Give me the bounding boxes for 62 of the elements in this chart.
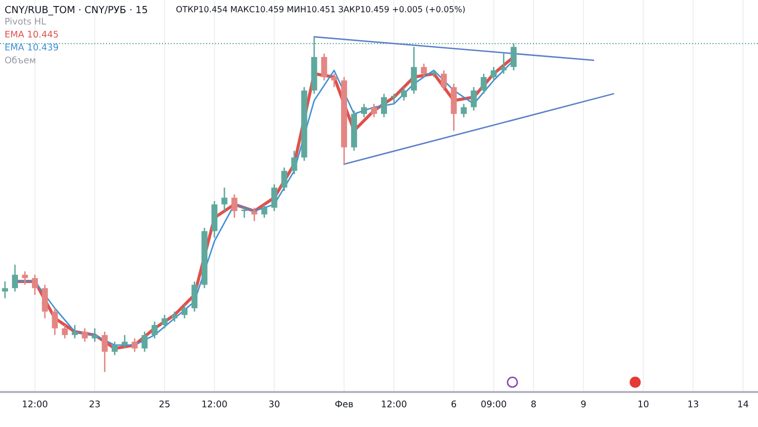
candlestick [241,207,248,218]
x-tick-label: 6 [452,400,456,408]
text: EMA 10.439 [5,44,58,50]
candlestick [152,320,158,340]
x-tick-label: 23 [90,400,100,408]
candlestick [331,73,338,88]
candlestick [82,328,88,342]
candlestick [271,184,278,212]
candlestick [132,338,138,352]
x-tick-label: 14 [738,400,748,408]
x-tick-label: 09:00 [481,400,506,408]
candlestick [2,280,8,299]
candlestick [92,328,98,342]
x-tick-label: 13 [688,400,698,408]
x-tick-label: Фев [335,400,353,408]
candlestick [122,334,128,350]
candlestick [142,330,148,352]
candlestick [380,93,387,118]
candlestick [321,52,328,82]
candlestick [12,264,18,292]
candlestick [22,270,28,286]
text: EMA 10.445 [5,30,58,38]
candlestick [52,308,58,336]
candlestick [480,73,487,95]
text: Pivots HL [5,18,46,25]
candlestick [162,314,168,330]
annotation: Объем [5,56,36,64]
candlestick [281,166,288,192]
candlestick [172,310,178,322]
x-tick-label: 12:00 [202,400,227,408]
x-tick-label: 9 [581,400,586,408]
x-tick-label: 30 [269,400,280,408]
chart-title: CNY/RUB_TOM · CNY/РУБ · 15 [5,6,147,16]
candlestick [261,204,268,218]
candlestick [72,324,78,340]
candlestick [371,103,378,118]
candlestick [460,103,467,118]
candlestick [112,341,118,356]
text: ОТКР10.454 МАКС10.459 МИН10.451 ЗАКР10.459 +0.005 (+0.05%) [176,6,465,14]
candlestick [32,274,38,296]
candlestick [182,304,188,319]
candlestick [420,62,427,78]
x-tick-label: 8 [531,400,536,408]
candlestick [500,52,507,74]
candlestick [251,207,258,222]
candlestick [400,86,407,102]
candlestick [221,186,228,212]
candlestick [291,150,298,175]
candlestick [62,324,68,340]
candlestick [490,66,497,82]
candlestick [361,103,368,118]
x-tick-label: 12:00 [22,400,48,408]
candlestick [410,46,417,95]
candlestick [231,194,238,218]
candlestick [191,280,198,312]
candlestick [440,70,447,92]
x-tick-label: 12:00 [382,400,406,408]
x-tick-label: 10 [638,400,648,408]
candlestick [470,86,477,112]
x-tick-label: 25 [159,400,170,408]
candlestick [102,330,108,373]
candlestick [42,284,48,319]
